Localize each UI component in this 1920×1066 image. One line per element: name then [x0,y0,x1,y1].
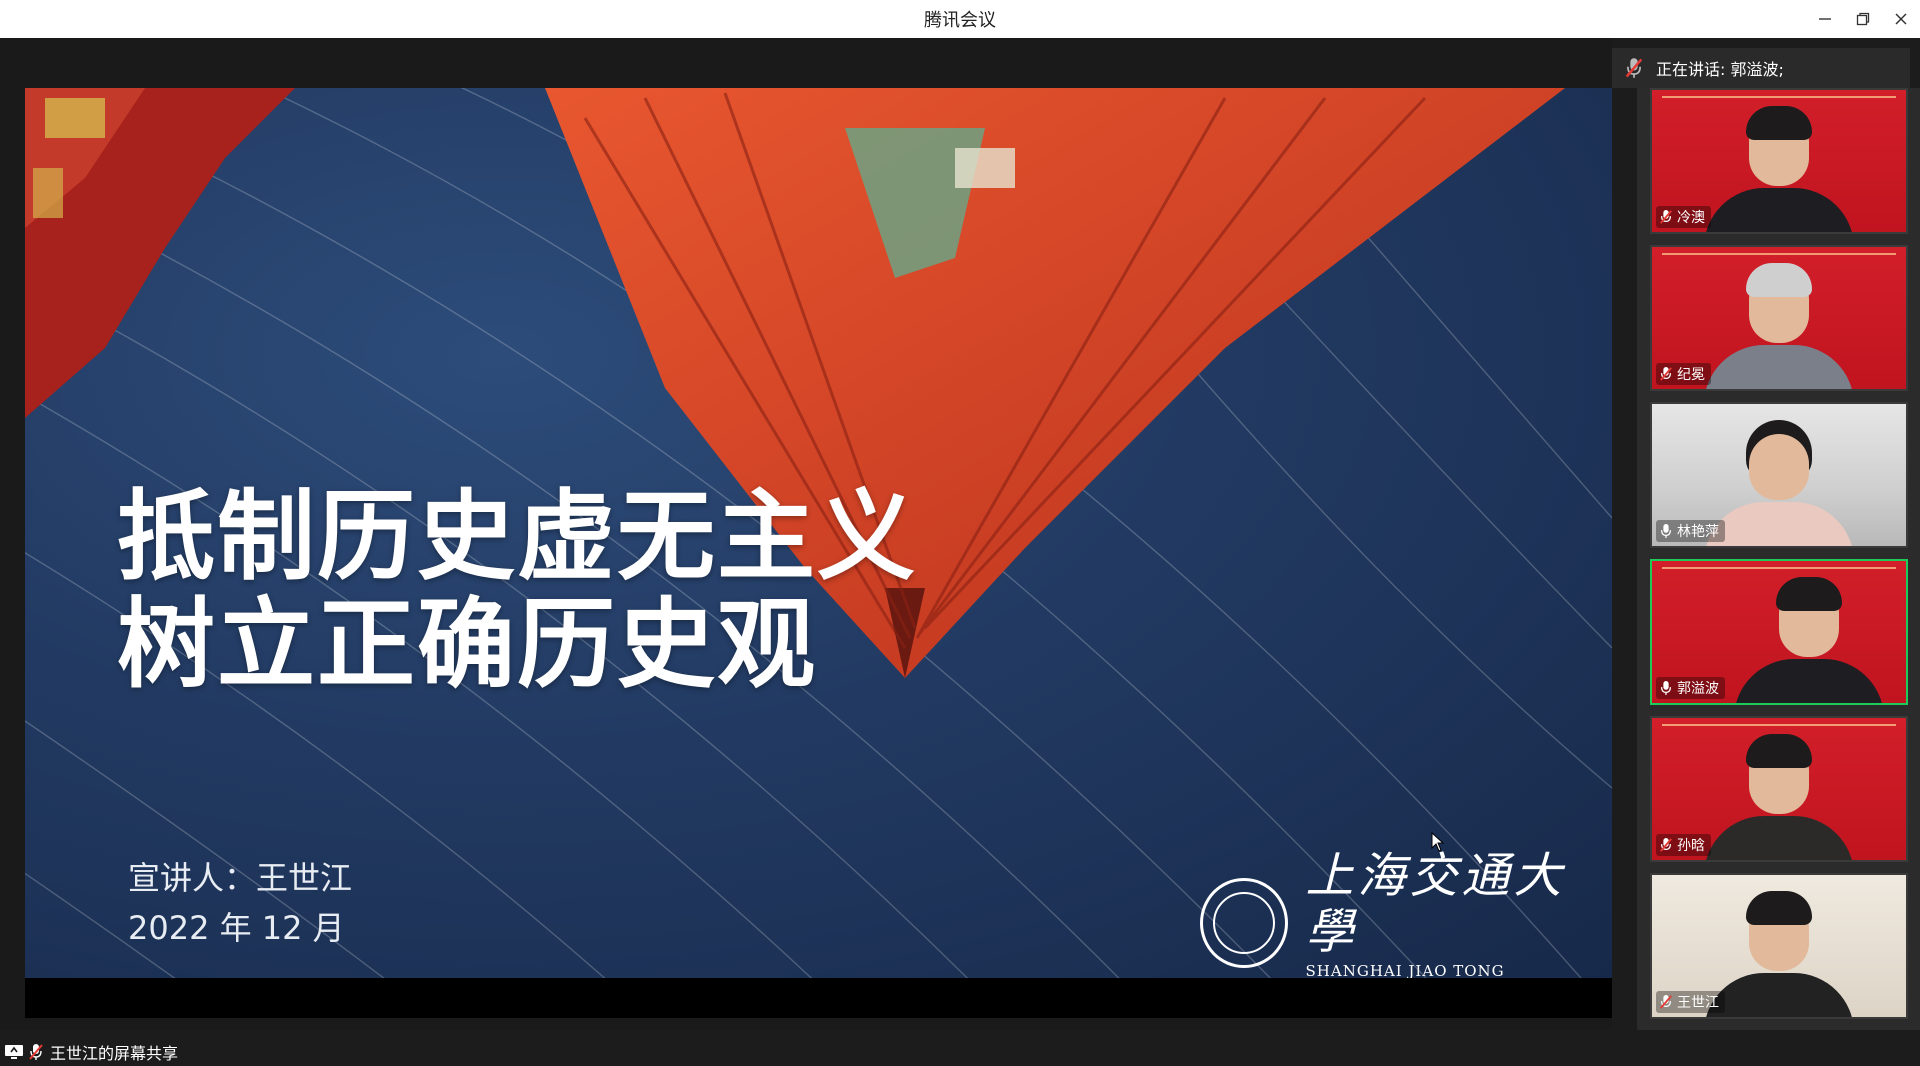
minimize-icon[interactable] [1806,0,1844,38]
university-name-cn: 上海交通大學 [1305,848,1566,960]
mic-icon [1661,524,1671,538]
slide-title-line-1: 抵制历史虚无主义 [117,480,918,594]
screen-share-icon [5,1045,23,1059]
participant-name-tag: 孙晗 [1656,834,1711,856]
mic-icon [1661,681,1671,695]
slide-background-art [25,88,1612,978]
participant-tile[interactable]: 王世江 [1650,873,1908,1019]
presentation-slide: 抵制历史虚无主义 树立正确历史观 宣讲人：王世江 2022 年 12 月 上海交… [25,88,1612,978]
speaking-indicator: 正在讲话: 郭溢波; [1612,48,1910,88]
participant-name-tag: 林艳萍 [1656,520,1725,542]
participant-name-tag: 王世江 [1656,991,1725,1013]
restore-icon[interactable] [1844,0,1882,38]
participant-name-tag: 冷澳 [1656,206,1711,228]
window-controls [1806,0,1920,38]
participant-name: 王世江 [1677,995,1719,1011]
participant-name: 林艳萍 [1677,524,1719,540]
participant-name: 孙晗 [1677,838,1705,854]
participant-video-list[interactable]: 冷澳 纪冕 林艳萍 [1637,88,1920,1030]
slide-title-line-2: 树立正确历史观 [117,588,818,702]
presentation-date: 2022 年 12 月 [128,909,345,947]
participant-name: 冷澳 [1677,210,1705,226]
muted-mic-icon [1660,367,1672,381]
participant-tile-active-speaker[interactable]: 郭溢波 [1650,559,1908,705]
participant-tile[interactable]: 孙晗 [1650,716,1908,862]
participant-name-tag: 郭溢波 [1656,677,1725,699]
participant-tile[interactable]: 纪冕 [1650,245,1908,391]
university-logo: 上海交通大學 SHANGHAI JIAO TONG UNIVERSITY [1200,848,1612,978]
muted-mic-icon [1660,838,1672,852]
screen-share-owner: 王世江的屏幕共享 [50,1044,179,1063]
muted-mic-icon [1660,210,1672,224]
participant-name: 郭溢波 [1677,681,1719,697]
presenter-name: 宣讲人：王世江 [128,859,353,897]
screen-share-area[interactable]: 抵制历史虚无主义 树立正确历史观 宣讲人：王世江 2022 年 12 月 上海交… [25,88,1612,1018]
university-seal-icon [1200,878,1288,968]
main-stage: 抵制历史虚无主义 树立正确历史观 宣讲人：王世江 2022 年 12 月 上海交… [0,38,1612,1063]
participant-name-tag: 纪冕 [1656,363,1711,385]
participant-name: 纪冕 [1677,367,1705,383]
close-icon[interactable] [1882,0,1920,38]
muted-mic-icon [1625,58,1643,78]
slide-title: 抵制历史虚无主义 树立正确历史观 [117,483,917,699]
window-title: 腾讯会议 [924,10,996,31]
speaking-label: 正在讲话: 郭溢波; [1656,60,1784,79]
university-name-en: SHANGHAI JIAO TONG UNIVERSITY [1305,962,1505,978]
muted-mic-icon [1660,995,1672,1009]
title-bar: 腾讯会议 [0,0,1920,38]
muted-mic-icon [29,1044,43,1060]
participant-tile[interactable]: 冷澳 [1650,88,1908,234]
participant-tile[interactable]: 林艳萍 [1650,402,1908,548]
screen-share-label: 王世江的屏幕共享 [0,1038,178,1066]
mouse-cursor-icon [1431,832,1445,852]
presenter-info: 宣讲人：王世江 2022 年 12 月 [128,853,352,953]
